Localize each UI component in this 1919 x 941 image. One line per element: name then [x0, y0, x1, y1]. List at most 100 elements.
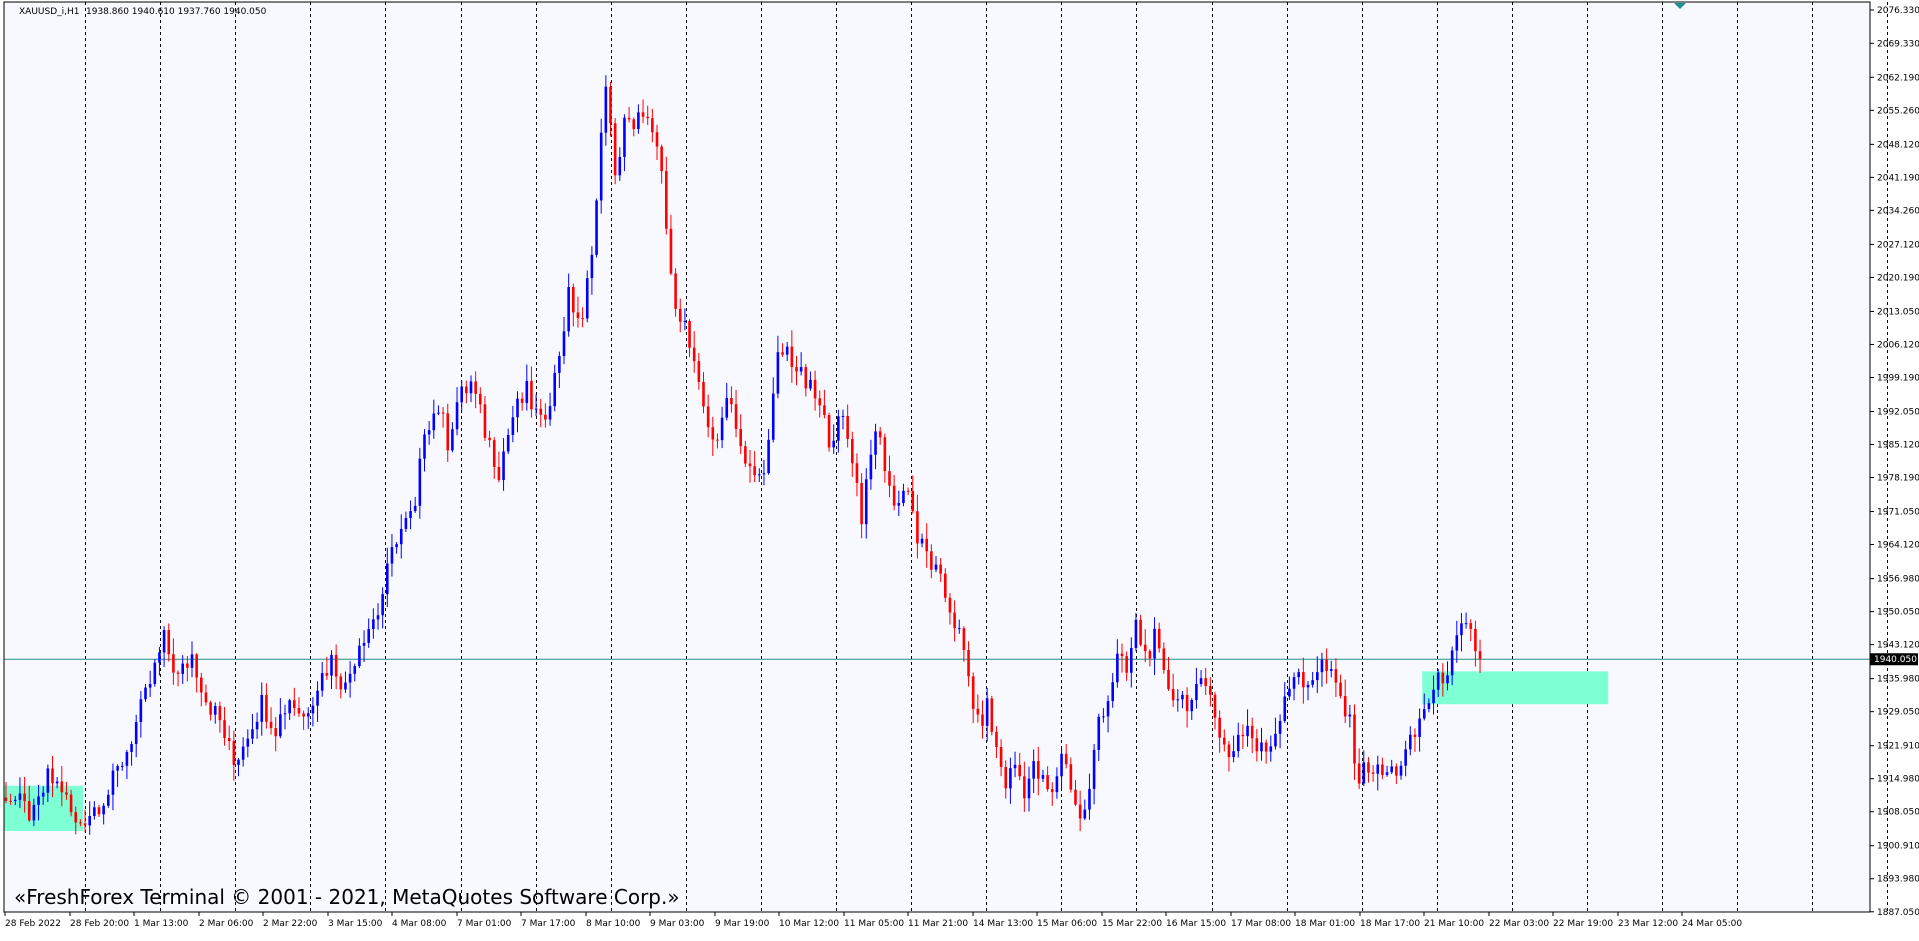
candle-body	[512, 417, 515, 435]
candle-body	[581, 318, 584, 319]
candle-body	[61, 782, 64, 793]
candle-body	[1376, 764, 1379, 773]
time-tick-label: 10 Mar 12:00	[779, 919, 839, 929]
candle-body	[879, 431, 882, 437]
candle-body	[260, 695, 263, 722]
current-price-label: 1940.050	[1870, 653, 1918, 665]
time-tick-label: 11 Mar 05:00	[844, 919, 904, 929]
candle-body	[665, 171, 668, 229]
candle-body	[1060, 754, 1063, 777]
price-tick-label: 2034.260	[1877, 206, 1919, 216]
candle-body	[479, 394, 482, 404]
candle-body	[1032, 761, 1035, 779]
candle-body	[1339, 683, 1342, 696]
price-tick-label: 2041.190	[1877, 173, 1919, 183]
price-tick-label: 1893.980	[1877, 875, 1919, 885]
candle-body	[1251, 726, 1254, 738]
candle-body	[949, 598, 952, 613]
candle-body	[1172, 689, 1175, 700]
plot-area[interactable]	[4, 2, 1870, 912]
candle-body	[116, 766, 119, 770]
candle-body	[888, 471, 891, 486]
candle-body	[637, 112, 640, 129]
price-tick-label: 2055.260	[1877, 106, 1919, 116]
candle-body	[1102, 716, 1105, 717]
candle-body	[828, 415, 831, 447]
candle-body	[1409, 735, 1412, 750]
candle-body	[930, 551, 933, 569]
price-tick-label: 1929.050	[1877, 708, 1919, 718]
candle-body	[405, 518, 408, 529]
candle	[600, 119, 603, 214]
candle-body	[1325, 660, 1328, 671]
candle-body	[1079, 805, 1082, 819]
candle-body	[767, 440, 770, 473]
candle-body	[744, 446, 747, 463]
candle-body	[614, 123, 617, 175]
candle-body	[730, 398, 733, 404]
candle	[595, 198, 598, 257]
candle-body	[209, 702, 212, 714]
candle-body	[977, 709, 980, 715]
candle-body	[84, 823, 87, 825]
candle-body	[167, 630, 170, 654]
candle-body	[884, 437, 887, 471]
candle-body	[1428, 703, 1431, 709]
candle	[991, 696, 994, 736]
candle-body	[972, 676, 975, 708]
price-tick-label: 1978.190	[1877, 474, 1919, 484]
candle-body	[1246, 726, 1249, 736]
candle-body	[37, 796, 40, 804]
candle-body	[251, 729, 254, 738]
candle-body	[149, 684, 152, 688]
candle-body	[79, 822, 82, 823]
candle-body	[749, 464, 752, 467]
candle-body	[1116, 654, 1119, 683]
candle-body	[707, 406, 710, 427]
candle-body	[1400, 766, 1403, 776]
candle-body	[716, 440, 719, 441]
candle-body	[498, 467, 501, 480]
candle-body	[693, 348, 696, 361]
candle-body	[1130, 648, 1133, 673]
candle-body	[1195, 684, 1198, 700]
time-tick-label: 14 Mar 13:00	[973, 919, 1033, 929]
candle-body	[288, 700, 291, 713]
candle-body	[539, 409, 542, 415]
candle-body	[1279, 721, 1282, 734]
candle-body	[986, 698, 989, 725]
time-tick-label: 24 Mar 05:00	[1682, 919, 1742, 929]
candle-body	[144, 688, 147, 700]
candle-body	[363, 643, 366, 646]
candle-body	[684, 321, 687, 322]
candle-body	[907, 491, 910, 492]
time-tick-label: 18 Mar 17:00	[1360, 919, 1420, 929]
time-tick-label: 7 Mar 01:00	[457, 919, 512, 929]
price-tick-label: 1921.910	[1877, 742, 1919, 752]
candle-body	[256, 722, 259, 729]
candle-body	[549, 406, 552, 419]
candle-body	[721, 418, 724, 440]
candle-body	[567, 287, 570, 331]
candle-body	[1321, 660, 1324, 672]
candle-body	[298, 708, 301, 713]
candle-body	[344, 683, 347, 690]
candle-body	[135, 722, 138, 744]
candle-body	[1316, 672, 1319, 680]
candle-body	[112, 771, 115, 795]
candle-body	[958, 628, 961, 629]
price-tick-label: 2006.120	[1877, 340, 1919, 350]
candle-body	[572, 287, 575, 312]
candle-body	[586, 278, 589, 318]
candle-body	[735, 404, 738, 429]
candle-body	[93, 807, 96, 816]
candle-body	[9, 801, 12, 802]
candle-body	[1423, 709, 1426, 718]
candle-body	[312, 706, 315, 714]
candle-body	[939, 565, 942, 574]
candle-body	[1395, 766, 1398, 775]
candle-body	[140, 699, 143, 722]
candle-body	[795, 367, 798, 372]
